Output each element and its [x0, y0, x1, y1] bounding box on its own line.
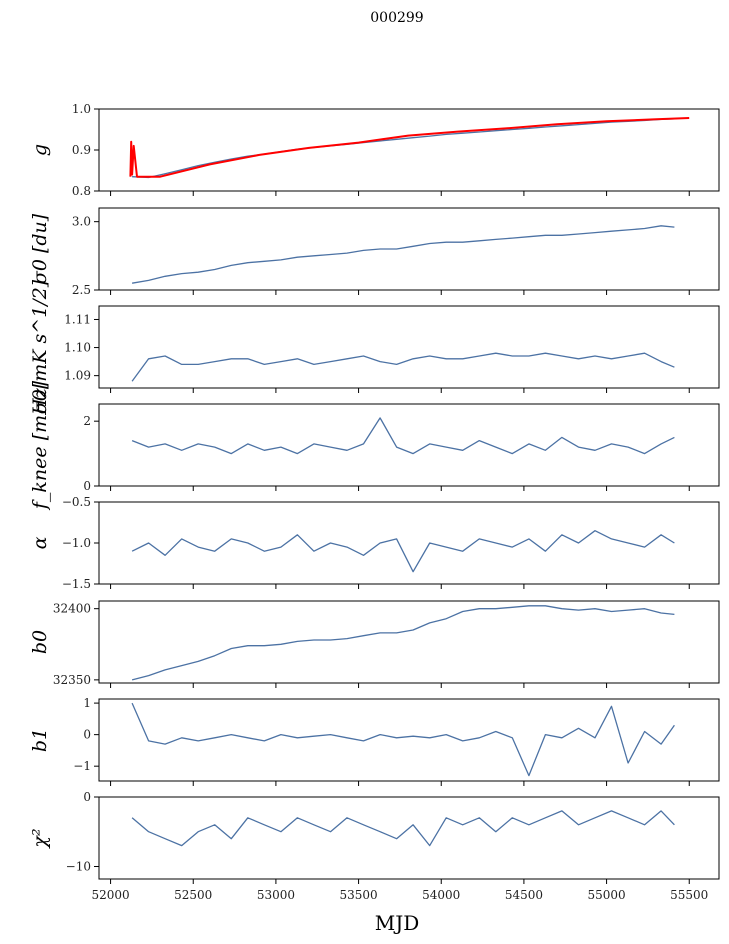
x-tick-label: 52000 [91, 888, 129, 902]
series-line-sigma0_du [131, 225, 675, 284]
y-tick-label: 1.10 [64, 341, 91, 355]
y-axis-label: b0 [29, 630, 51, 654]
y-tick-label: 0.8 [72, 184, 91, 198]
x-tick-label: 55500 [670, 888, 708, 902]
panel-7: −1 0 1 b1 [29, 696, 720, 786]
figure-title: 000299 [370, 10, 423, 26]
series-line-b0 [131, 605, 675, 681]
x-tick-label: 54500 [505, 888, 543, 902]
y-tick-label: 32400 [53, 602, 91, 616]
axes-frame [98, 305, 720, 389]
panel-8: −10 0 52000 52500 53000 53500 54000 54500 55000 5… [29, 790, 720, 902]
y-tick-label: −10 [66, 859, 91, 873]
y-tick-label: −1.0 [62, 536, 91, 550]
y-tick-label: 0 [83, 790, 91, 804]
y-tick-label: 2.5 [72, 283, 91, 297]
axes-frame [98, 600, 720, 684]
y-axis-label: α [29, 536, 51, 549]
panel-1: 0.8 0.9 1.0 g [29, 102, 720, 198]
y-tick-label: −0.5 [62, 495, 91, 509]
series-line-g-model [129, 117, 690, 178]
y-tick-label: 0 [83, 479, 91, 493]
y-tick-label: −1.5 [62, 577, 91, 591]
panel-4: 0 2 f_knee [mHz] [29, 380, 720, 511]
y-tick-label: 1.11 [64, 312, 91, 326]
series-line-g [132, 118, 675, 179]
axes-frame [98, 698, 720, 782]
y-axis-label: χ² [29, 828, 51, 849]
x-tick-label: 52500 [174, 888, 212, 902]
y-tick-label: 32350 [53, 673, 91, 687]
series-line-chi2 [131, 810, 675, 847]
y-tick-label: 1.0 [72, 102, 91, 116]
series-line-b1 [131, 702, 675, 777]
x-tick-label: 53500 [339, 888, 377, 902]
x-axis-label: MJD [375, 911, 420, 935]
y-tick-label: 0.9 [72, 143, 91, 157]
series-line-fknee [131, 417, 675, 455]
panel-3: 1.09 1.10 1.11 σ0[mK s^1/2] [29, 279, 720, 414]
axes-frame [98, 207, 720, 291]
x-tick-label: 55000 [587, 888, 625, 902]
axes-frame [98, 796, 720, 880]
y-tick-label: −1 [73, 759, 91, 773]
series-line-sigma0_mK [131, 352, 675, 382]
y-tick-label: 0 [83, 728, 91, 742]
y-axis-label: σ0 [du] [29, 213, 51, 284]
y-tick-label: 1.09 [64, 369, 91, 383]
axes-frame [98, 403, 720, 487]
y-axis-label: b1 [29, 728, 51, 752]
panel-5: −1.5 −1.0 −0.5 α [29, 495, 720, 591]
x-tick-label: 53000 [257, 888, 295, 902]
y-axis-label: g [29, 144, 51, 156]
y-tick-label: 3.0 [72, 215, 91, 229]
series-line-alpha [131, 530, 675, 573]
y-tick-label: 2 [83, 414, 91, 428]
y-axis-label: f_knee [mHz] [29, 380, 51, 511]
panel-2: 2.5 3.0 σ0 [du] [29, 207, 720, 297]
x-tick-label: 54000 [422, 888, 460, 902]
y-tick-label: 1 [83, 696, 91, 710]
y-axis-label: σ0[mK s^1/2] [29, 279, 51, 414]
